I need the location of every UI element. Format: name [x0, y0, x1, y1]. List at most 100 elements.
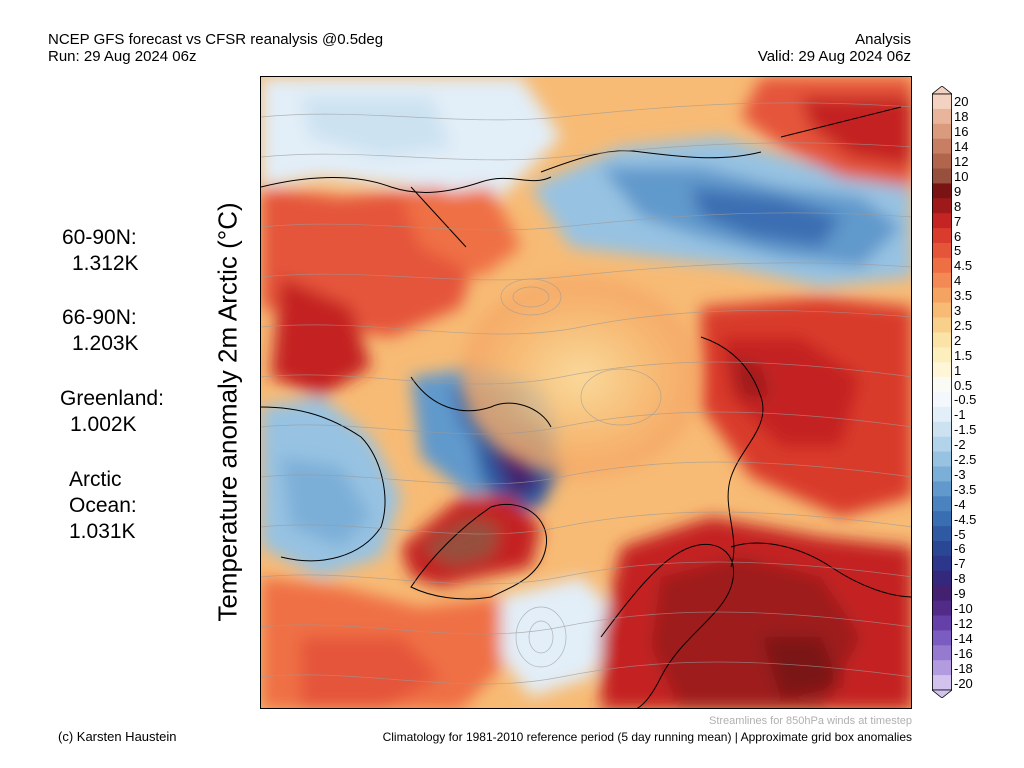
colorbar-swatch	[932, 481, 952, 497]
colorbar-swatch	[932, 228, 952, 244]
colorbar-swatch	[932, 541, 952, 557]
colorbar-tick-label: 3.5	[954, 288, 973, 304]
colorbar-swatch	[932, 392, 952, 408]
run-line: Run: 29 Aug 2024 06z	[48, 48, 197, 65]
colorbar-tick-label: -4	[954, 496, 966, 512]
colorbar-tick-label: -3.5	[954, 481, 977, 497]
colorbar-swatch	[932, 317, 952, 333]
colorbar-tick-label: -7	[954, 556, 966, 572]
colorbar-swatch	[932, 451, 952, 467]
streamlines-note: Streamlines for 850hPa winds at timestep	[709, 715, 912, 727]
colorbar-tick-label: 4	[954, 273, 962, 289]
colorbar-swatch	[932, 257, 952, 274]
colorbar-tick-label: 8	[954, 198, 962, 214]
stat-greenland: Greenland: 1.002K	[60, 386, 164, 438]
colorbar-tick-label: 14	[954, 139, 969, 155]
colorbar-tick-label: 0.5	[954, 377, 973, 393]
colorbar-swatch	[932, 660, 952, 676]
colorbar-tick-label: 7	[954, 213, 962, 229]
climatology-note: Climatology for 1981-2010 reference peri…	[382, 730, 912, 744]
colorbar-swatch	[932, 138, 952, 155]
colorbar-tick-label: -4.5	[954, 511, 977, 527]
colorbar-swatch	[932, 406, 952, 423]
colorbar-tick-label: -2.5	[954, 452, 977, 468]
colorbar-tick-label: 1	[954, 362, 962, 378]
colorbar-tick-label: -1	[954, 407, 966, 423]
colorbar-swatch	[932, 347, 952, 363]
colorbar-tick-label: 6	[954, 228, 962, 244]
colorbar-swatch	[932, 302, 952, 318]
colorbar-swatch	[932, 615, 952, 631]
stat-value: 1.312K	[72, 252, 139, 275]
colorbar-swatch	[932, 511, 952, 527]
colorbar-swatch	[932, 362, 952, 378]
colorbar-swatch	[932, 496, 952, 512]
copyright: (c) Karsten Haustein	[58, 729, 177, 744]
colorbar-tick-label: -5	[954, 526, 966, 542]
colorbar-tick-label: -6	[954, 541, 966, 557]
colorbar-tick-label: 16	[954, 124, 969, 140]
colorbar-tick-label: -14	[954, 630, 973, 646]
colorbar-tick-label: 18	[954, 109, 969, 125]
colorbar-swatch	[932, 108, 952, 125]
colorbar-tick-label: -20	[954, 675, 973, 691]
anomaly-map	[260, 76, 912, 709]
colorbar-tick-label: 1.5	[954, 347, 973, 363]
colorbar-tick-label: 5	[954, 243, 962, 259]
colorbar-tick-label: -1.5	[954, 422, 977, 438]
colorbar-swatch	[932, 526, 952, 542]
stat-label: Arctic Ocean:	[69, 468, 137, 517]
stat-value: 1.031K	[69, 520, 136, 543]
colorbar-swatch	[932, 183, 952, 199]
stat-60-90n: 60-90N: 1.312K	[62, 225, 139, 277]
colorbar-swatch	[932, 198, 952, 214]
colorbar-tick-label: 10	[954, 168, 969, 184]
colorbar-swatch	[932, 570, 952, 587]
colorbar-top-arrow	[932, 86, 952, 95]
mode-label: Analysis	[855, 31, 911, 48]
title-line: NCEP GFS forecast vs CFSR reanalysis @0.…	[48, 31, 384, 48]
colorbar-tick-label: -10	[954, 601, 973, 617]
colorbar-swatch	[932, 555, 952, 572]
colorbar-swatch	[932, 287, 952, 304]
colorbar-tick-label: 2.5	[954, 317, 973, 333]
colorbar-tick-label: 3	[954, 303, 962, 319]
colorbar-bottom-arrow	[932, 689, 952, 698]
stat-value: 1.203K	[72, 332, 139, 355]
colorbar-swatch	[932, 213, 952, 229]
y-axis-label: Temperature anomaly 2m Arctic (°C)	[212, 202, 243, 622]
colorbar-swatch	[932, 645, 952, 661]
colorbar-tick-label: -3	[954, 466, 966, 482]
colorbar-tick-label: -8	[954, 571, 966, 587]
colorbar-tick-label: 9	[954, 183, 962, 199]
colorbar-tick-label: 20	[954, 94, 969, 110]
colorbar-tick-label: 4.5	[954, 258, 973, 274]
stat-66-90n: 66-90N: 1.203K	[62, 305, 139, 357]
stat-label: 60-90N:	[62, 226, 137, 249]
colorbar-tick-label: 2	[954, 332, 962, 348]
colorbar-tick-label: -18	[954, 660, 973, 676]
colorbar	[932, 86, 952, 698]
colorbar-tick-label: -9	[954, 586, 966, 602]
colorbar-tick-label: -16	[954, 645, 973, 661]
colorbar-swatch	[932, 630, 952, 646]
colorbar-swatch	[932, 466, 952, 482]
colorbar-swatch	[932, 272, 952, 289]
colorbar-tick-label: -2	[954, 437, 966, 453]
colorbar-swatch	[932, 600, 952, 616]
colorbar-swatch	[932, 421, 952, 438]
colorbar-tick-label: 12	[954, 154, 969, 170]
stat-arctic-ocean: Arctic Ocean: 1.031K	[69, 467, 179, 545]
colorbar-swatch	[932, 168, 952, 184]
colorbar-swatch	[932, 123, 952, 140]
colorbar-swatch	[932, 332, 952, 348]
colorbar-swatch	[932, 153, 952, 169]
anomaly-map-graphic	[261, 77, 911, 708]
colorbar-swatch	[932, 94, 952, 110]
valid-line: Valid: 29 Aug 2024 06z	[757, 48, 911, 65]
stat-value: 1.002K	[70, 413, 137, 436]
colorbar-swatch	[932, 243, 952, 259]
colorbar-swatch	[932, 585, 952, 602]
colorbar-swatch	[932, 436, 952, 453]
stat-label: Greenland:	[60, 387, 164, 410]
